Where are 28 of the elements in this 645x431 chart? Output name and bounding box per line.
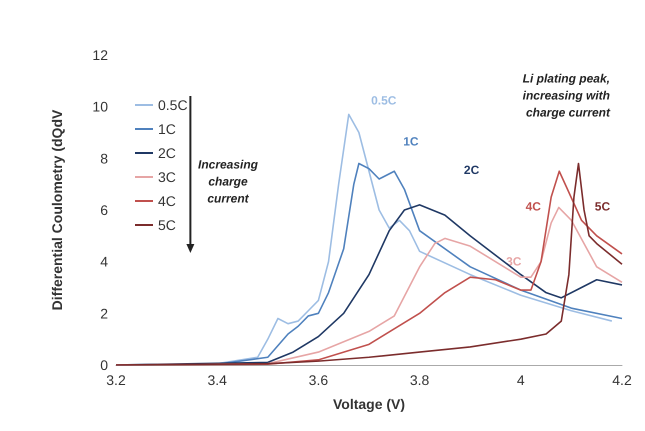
y-tick-label: 8 xyxy=(100,150,108,166)
text: 5C xyxy=(594,200,610,214)
text: 2C xyxy=(464,162,480,177)
x-tick-label: 3.4 xyxy=(207,372,228,388)
x-tick-label: 4.2 xyxy=(612,372,632,388)
y-tick-label: 4 xyxy=(100,254,108,270)
legend-label: 2C xyxy=(158,145,176,161)
legend-label: 5C xyxy=(158,217,176,233)
annotation: Increasing charge current xyxy=(198,158,259,206)
legend-label: 0.5C xyxy=(158,97,188,113)
annotation: Li plating peak, increasing with charge current xyxy=(522,72,611,120)
y-axis-title: Differential Coulometry (dQdV xyxy=(49,109,65,310)
legend-label: 1C xyxy=(158,121,176,137)
x-tick-label: 3.2 xyxy=(106,372,126,388)
text: 4C xyxy=(526,199,541,214)
y-tick-label: 0 xyxy=(100,357,108,373)
x-tick-label: 3.6 xyxy=(308,372,328,388)
text: 1C xyxy=(403,134,419,148)
legend-label: 4C xyxy=(158,193,176,209)
y-tick-label: 6 xyxy=(100,202,108,218)
y-tick-label: 10 xyxy=(92,98,108,115)
y-tick-label: 2 xyxy=(100,305,108,322)
text: 0.5C xyxy=(371,93,396,108)
x-tick-label: 3.8 xyxy=(410,372,430,388)
x-tick-label: 4 xyxy=(516,372,525,388)
y-tick-label: 12 xyxy=(92,47,108,63)
x-axis-title: Voltage (V) xyxy=(332,396,406,412)
legend-label: 3C xyxy=(158,169,176,185)
